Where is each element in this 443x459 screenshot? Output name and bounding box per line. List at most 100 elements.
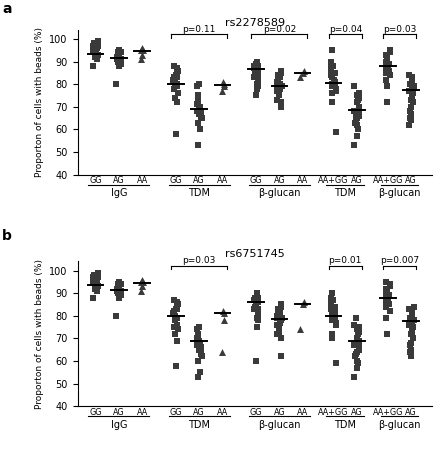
- Point: [117, 56, 124, 63]
- Point: [387, 72, 394, 79]
- Point: [355, 324, 362, 331]
- Point: [351, 83, 358, 90]
- Point: [276, 85, 283, 92]
- Point: [175, 90, 182, 97]
- Point: [328, 294, 335, 301]
- Point: [274, 76, 281, 83]
- Point: [410, 99, 417, 106]
- Point: [251, 69, 258, 77]
- Point: [328, 90, 335, 97]
- Point: [333, 128, 340, 135]
- Point: [220, 80, 227, 88]
- Point: [93, 283, 100, 290]
- Point: [384, 290, 391, 297]
- Point: [198, 351, 205, 358]
- Point: [250, 73, 257, 81]
- Point: [276, 90, 283, 97]
- Point: [353, 335, 360, 342]
- Point: [117, 280, 124, 288]
- Point: [116, 278, 123, 285]
- Point: [330, 76, 338, 83]
- Point: [406, 121, 413, 129]
- Point: [117, 49, 124, 56]
- Point: [116, 56, 123, 63]
- Point: [173, 65, 180, 72]
- Point: [171, 324, 178, 331]
- Point: [328, 58, 335, 65]
- Point: [387, 283, 394, 290]
- Point: [197, 339, 204, 347]
- Point: [354, 364, 361, 371]
- Point: [194, 357, 201, 364]
- Point: [251, 296, 258, 303]
- Point: [138, 44, 145, 51]
- Point: [116, 46, 123, 54]
- Point: [385, 60, 392, 67]
- Point: [253, 292, 260, 299]
- Point: [274, 314, 281, 322]
- Point: [407, 80, 414, 88]
- Point: [332, 69, 339, 77]
- Point: [351, 353, 358, 360]
- Point: [328, 73, 335, 81]
- Point: [331, 312, 338, 319]
- Point: [332, 310, 339, 317]
- Point: [170, 308, 177, 315]
- Point: [175, 325, 182, 333]
- Text: p=0.04: p=0.04: [329, 25, 362, 34]
- Point: [91, 278, 98, 285]
- Point: [407, 353, 414, 360]
- Point: [382, 278, 389, 285]
- Text: p=0.11: p=0.11: [183, 25, 216, 34]
- Point: [172, 83, 179, 90]
- Point: [116, 294, 123, 301]
- Point: [383, 51, 390, 58]
- Point: [297, 73, 304, 81]
- Point: [171, 85, 178, 92]
- Point: [252, 62, 259, 70]
- Point: [299, 301, 306, 308]
- Point: [407, 107, 414, 115]
- Point: [90, 274, 97, 281]
- Text: a: a: [2, 2, 12, 17]
- Point: [195, 324, 202, 331]
- Point: [277, 353, 284, 360]
- Point: [327, 298, 334, 306]
- Point: [274, 310, 281, 317]
- Point: [383, 83, 390, 90]
- Point: [330, 310, 338, 317]
- Point: [355, 96, 362, 104]
- Point: [172, 83, 179, 90]
- Point: [115, 283, 122, 290]
- Point: [329, 99, 336, 106]
- Point: [93, 51, 100, 58]
- Point: [352, 110, 359, 117]
- Point: [170, 310, 177, 317]
- Point: [173, 99, 180, 106]
- Point: [332, 303, 339, 310]
- Point: [333, 359, 340, 367]
- Point: [173, 69, 180, 77]
- Point: [384, 53, 391, 61]
- Point: [253, 60, 260, 67]
- Point: [254, 62, 261, 70]
- Point: [300, 67, 307, 74]
- Point: [92, 40, 99, 47]
- Point: [328, 308, 335, 315]
- Point: [384, 56, 391, 63]
- Point: [384, 287, 391, 295]
- Point: [175, 301, 182, 308]
- Point: [356, 346, 363, 353]
- Point: [254, 298, 261, 306]
- Point: [140, 46, 147, 54]
- Point: [94, 38, 101, 45]
- Point: [409, 310, 416, 317]
- Point: [114, 53, 121, 61]
- Point: [329, 317, 336, 324]
- Point: [220, 83, 227, 90]
- Point: [278, 67, 285, 74]
- Point: [172, 312, 179, 319]
- Point: [408, 92, 415, 99]
- Point: [328, 312, 335, 319]
- Point: [276, 312, 284, 319]
